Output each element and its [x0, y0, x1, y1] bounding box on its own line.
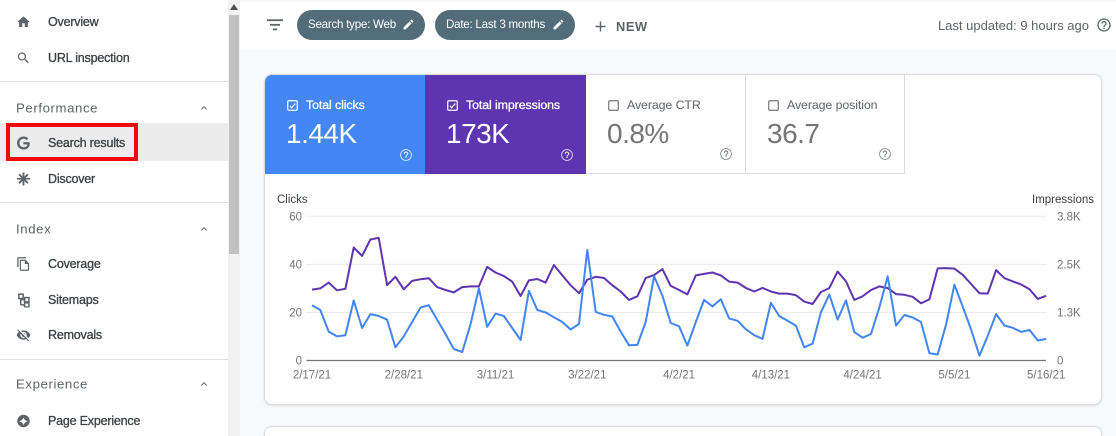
svg-text:2.5K: 2.5K: [1057, 259, 1081, 271]
svg-text:20: 20: [289, 308, 302, 320]
svg-text:2/28/21: 2/28/21: [385, 370, 423, 382]
svg-text:5/5/21: 5/5/21: [938, 370, 970, 382]
svg-text:60: 60: [289, 211, 302, 223]
svg-text:4/24/21: 4/24/21: [843, 370, 881, 382]
svg-text:Impressions: Impressions: [1032, 194, 1094, 206]
svg-text:3.8K: 3.8K: [1057, 211, 1081, 223]
svg-text:5/16/21: 5/16/21: [1027, 370, 1065, 382]
svg-text:1.3K: 1.3K: [1057, 308, 1081, 320]
svg-text:Clicks: Clicks: [277, 194, 308, 206]
svg-text:0: 0: [1057, 356, 1063, 368]
svg-text:40: 40: [289, 259, 302, 271]
svg-text:2/17/21: 2/17/21: [293, 370, 331, 382]
svg-text:4/13/21: 4/13/21: [752, 370, 790, 382]
svg-text:3/11/21: 3/11/21: [477, 370, 515, 382]
svg-text:4/2/21: 4/2/21: [663, 370, 695, 382]
svg-text:0: 0: [296, 356, 302, 368]
svg-text:3/22/21: 3/22/21: [568, 370, 606, 382]
